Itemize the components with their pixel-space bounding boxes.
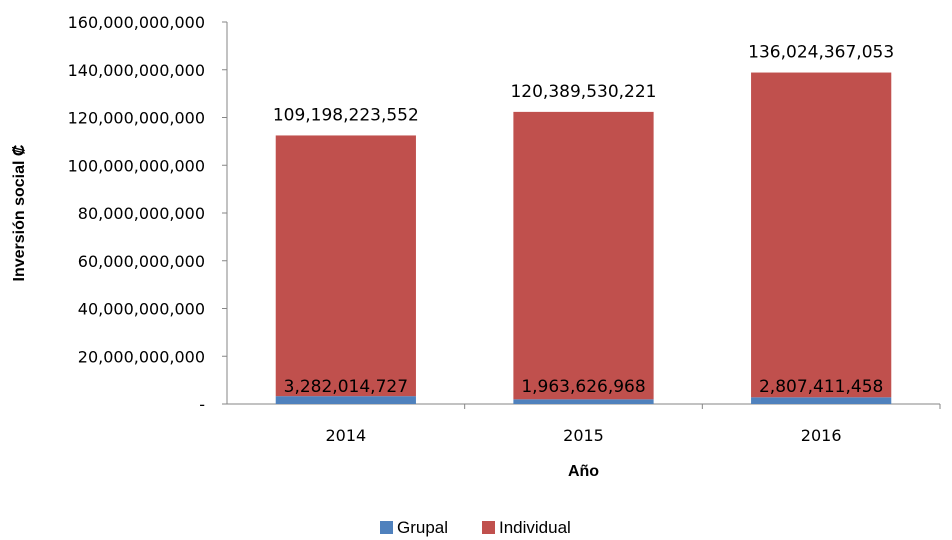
legend-label-grupal: Grupal <box>397 518 448 537</box>
legend-label-individual: Individual <box>499 518 571 537</box>
bar-grupal-2015 <box>513 399 654 404</box>
bar-individual-2016 <box>751 72 892 398</box>
data-label-grupal-2016: 2,807,411,458 <box>759 377 883 397</box>
bar-individual-2015 <box>513 111 654 400</box>
bars <box>275 72 892 404</box>
x-tick-label: 2014 <box>325 426 366 445</box>
data-label-grupal-2015: 1,963,626,968 <box>521 377 645 397</box>
bar-grupal-2014 <box>275 396 416 404</box>
data-label-individual-2016: 136,024,367,053 <box>748 43 894 63</box>
x-axis-ticks: 2014 2015 2016 <box>325 404 941 445</box>
legend-swatch-individual <box>482 521 495 534</box>
y-tick-label: 60,000,000,000 <box>78 252 205 271</box>
x-tick-label: 2016 <box>801 426 842 445</box>
x-tick-label: 2015 <box>563 426 604 445</box>
y-tick-label: 40,000,000,000 <box>78 300 205 319</box>
x-axis-title: Año <box>568 463 599 480</box>
data-label-grupal-2014: 3,282,014,727 <box>284 377 408 397</box>
y-tick-label: 160,000,000,000 <box>68 13 205 32</box>
bar-grupal-2016 <box>751 397 892 404</box>
y-axis-ticks: - 20,000,000,000 40,000,000,000 60,000,000,… <box>68 13 227 414</box>
y-tick-label: 100,000,000,000 <box>68 156 205 175</box>
legend-swatch-grupal <box>380 521 393 534</box>
y-tick-label: - <box>199 395 205 414</box>
y-tick-label: 80,000,000,000 <box>78 204 205 223</box>
data-label-individual-2015: 120,389,530,221 <box>510 82 656 102</box>
data-label-individual-2014: 109,198,223,552 <box>273 105 419 125</box>
y-tick-label: 120,000,000,000 <box>68 109 205 128</box>
y-axis-title: Inversión social ₡ <box>11 144 28 281</box>
data-labels: 3,282,014,727 109,198,223,552 1,963,626,96… <box>273 43 894 397</box>
bar-individual-2014 <box>275 135 416 397</box>
y-tick-label: 20,000,000,000 <box>78 347 205 366</box>
y-tick-label: 140,000,000,000 <box>68 61 205 80</box>
legend: Grupal Individual <box>380 518 571 537</box>
